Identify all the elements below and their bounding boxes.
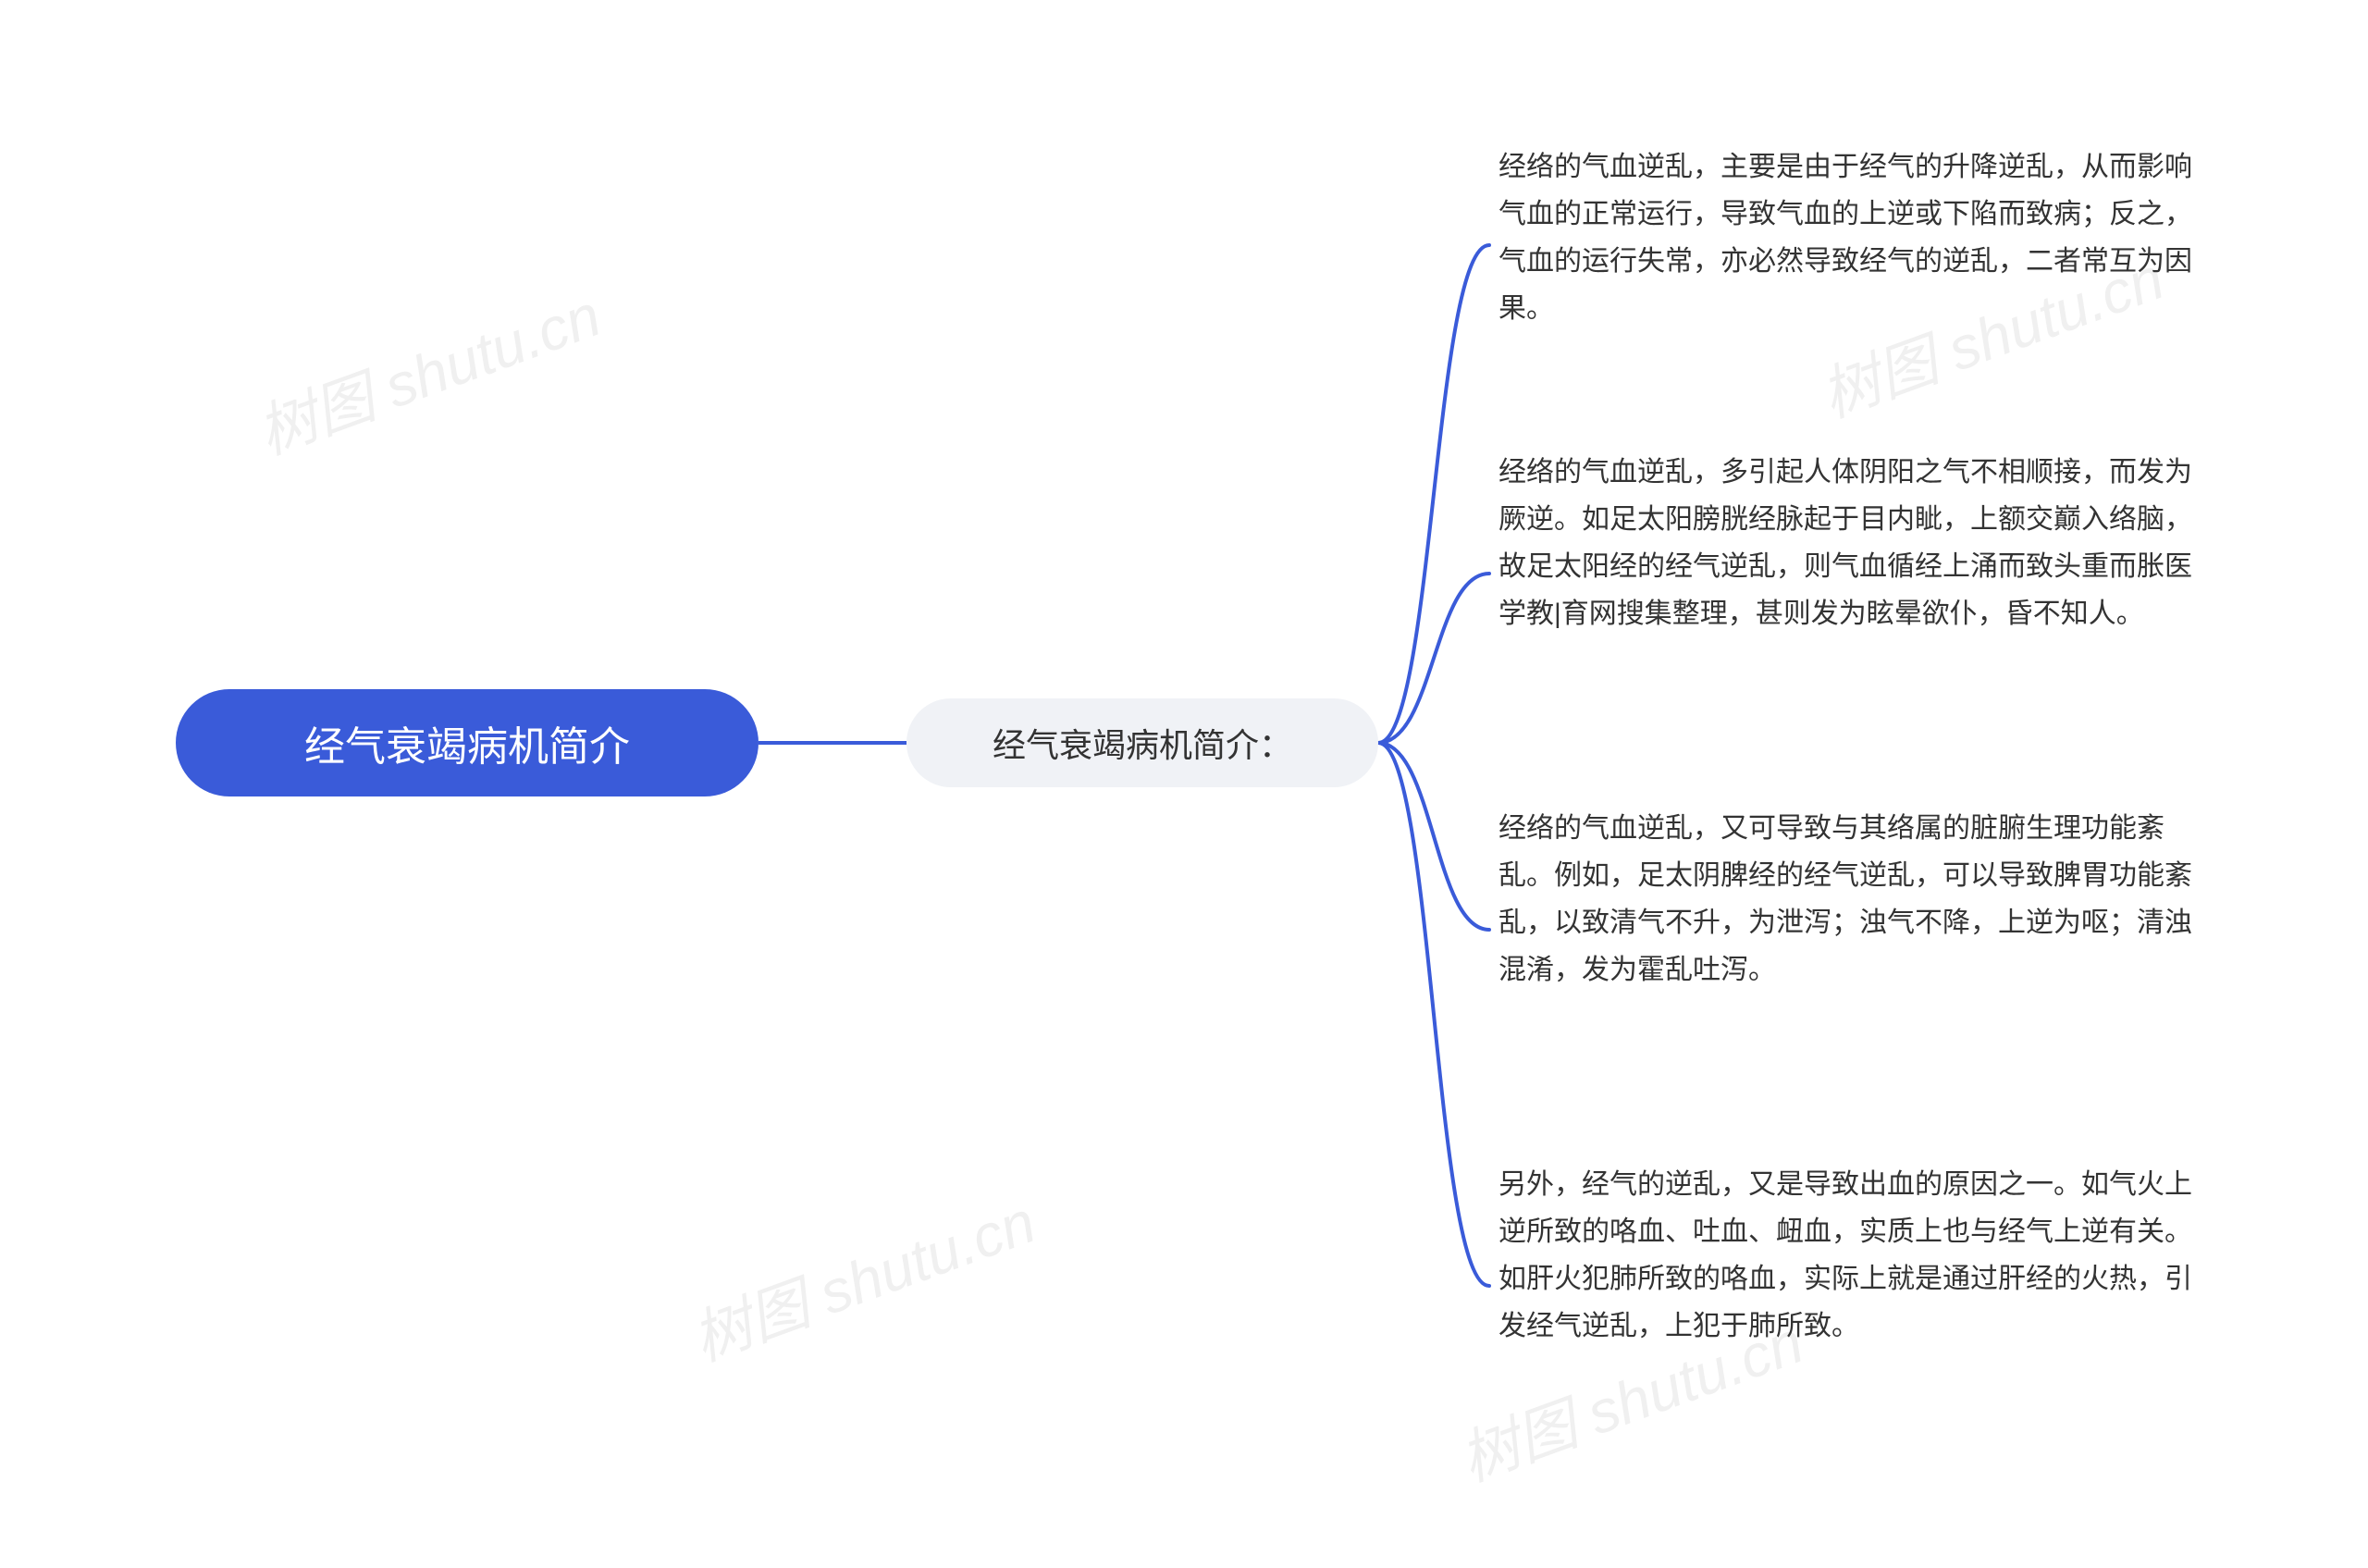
leaf-text: 另外，经气的逆乱，又是导致出血的原因之一。如气火上逆所致的咯血、吐血、衄血，实质…: [1498, 1161, 2211, 1350]
leaf-text: 经络的气血逆乱，又可导致与其络属的脏腑生理功能紊乱。例如，足太阴脾经的经气逆乱，…: [1498, 805, 2211, 994]
mindmap-canvas: 树图 shutu.cn 树图 shutu.cn 树图 shutu.cn 树图 s…: [0, 0, 2368, 1568]
leaf-node[interactable]: 经络的气血逆乱，主要是由于经气的升降逆乱，从而影响气血的正常运行，导致气血的上逆…: [1498, 143, 2211, 347]
watermark: 树图 shutu.cn: [679, 1175, 1045, 1377]
sub-node[interactable]: 经气衰竭病机简介：: [906, 698, 1378, 787]
leaf-node[interactable]: 另外，经气的逆乱，又是导致出血的原因之一。如气火上逆所致的咯血、吐血、衄血，实质…: [1498, 1161, 2211, 1411]
leaf-text: 经络的气血逆乱，多引起人体阴阳之气不相顺接，而发为厥逆。如足太阳膀胱经脉起于目内…: [1498, 449, 2211, 637]
leaf-node[interactable]: 经络的气血逆乱，又可导致与其络属的脏腑生理功能紊乱。例如，足太阴脾经的经气逆乱，…: [1498, 805, 2211, 1055]
root-node[interactable]: 经气衰竭病机简介: [176, 689, 758, 796]
leaf-text: 经络的气血逆乱，主要是由于经气的升降逆乱，从而影响气血的正常运行，导致气血的上逆…: [1498, 143, 2211, 332]
watermark: 树图 shutu.cn: [244, 268, 610, 471]
root-node-label: 经气衰竭病机简介: [304, 713, 630, 772]
leaf-node[interactable]: 经络的气血逆乱，多引起人体阴阳之气不相顺接，而发为厥逆。如足太阳膀胱经脉起于目内…: [1498, 449, 2211, 698]
sub-node-label: 经气衰竭病机简介：: [993, 719, 1292, 767]
